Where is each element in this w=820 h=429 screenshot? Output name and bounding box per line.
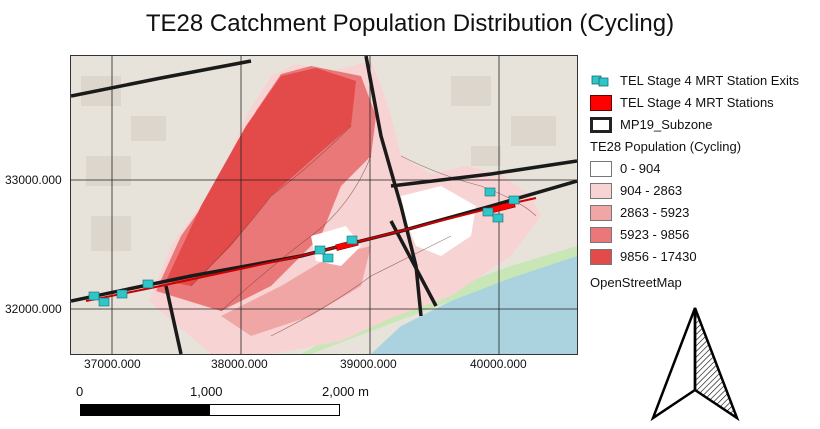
legend-label: 0 - 904 (620, 161, 661, 176)
scalebar-label: 2,000 m (322, 384, 369, 399)
legend-class: 9856 - 17430 (590, 246, 815, 268)
station-exit-icon (591, 75, 609, 87)
class-swatch (590, 205, 612, 221)
north-arrow-icon (650, 307, 740, 422)
sea-area (371, 254, 577, 354)
y-tick-label: 32000.000 (5, 302, 62, 316)
scalebar-label: 1,000 (190, 384, 223, 399)
x-tick-label: 38000.000 (211, 357, 268, 371)
station-swatch (590, 95, 612, 111)
legend-label: 9856 - 17430 (620, 249, 697, 264)
legend-class: 904 - 2863 (590, 180, 815, 202)
class-2863-5923 (221, 246, 371, 336)
y-tick-label: 33000.000 (5, 173, 62, 187)
legend-label: 5923 - 9856 (620, 227, 690, 242)
basemap-credit: OpenStreetMap (590, 275, 682, 290)
legend-label: 2863 - 5923 (620, 205, 690, 220)
scale-bar (80, 404, 340, 416)
legend-label: TEL Stage 4 MRT Station Exits (620, 73, 799, 88)
legend-class: 0 - 904 (590, 158, 815, 180)
x-tick-label: 37000.000 (84, 357, 141, 371)
class-swatch (590, 249, 612, 265)
legend-item-station-exits: TEL Stage 4 MRT Station Exits (590, 70, 815, 92)
legend-label: TEL Stage 4 MRT Stations (620, 95, 774, 110)
map-legend: TEL Stage 4 MRT Station Exits TEL Stage … (590, 70, 815, 294)
legend-item-subzone: MP19_Subzone (590, 114, 815, 136)
x-tick-label: 39000.000 (340, 357, 397, 371)
x-tick-label: 40000.000 (470, 357, 527, 371)
class-swatch (590, 161, 612, 177)
map-title: TE28 Catchment Population Distribution (… (145, 10, 675, 37)
legend-class: 2863 - 5923 (590, 202, 815, 224)
legend-heading: TE28 Population (Cycling) (590, 139, 742, 154)
legend-class: 5923 - 9856 (590, 224, 815, 246)
class-9856-17430 (166, 68, 356, 286)
class-swatch (590, 227, 612, 243)
legend-item-stations: TEL Stage 4 MRT Stations (590, 92, 815, 114)
map-canvas (71, 56, 577, 354)
station-exits (88, 187, 520, 307)
subzone-swatch (590, 117, 612, 133)
class-swatch (590, 183, 612, 199)
scalebar-label: 0 (76, 384, 84, 399)
map-frame[interactable] (70, 55, 578, 355)
legend-label: MP19_Subzone (620, 117, 713, 132)
legend-label: 904 - 2863 (620, 183, 683, 198)
